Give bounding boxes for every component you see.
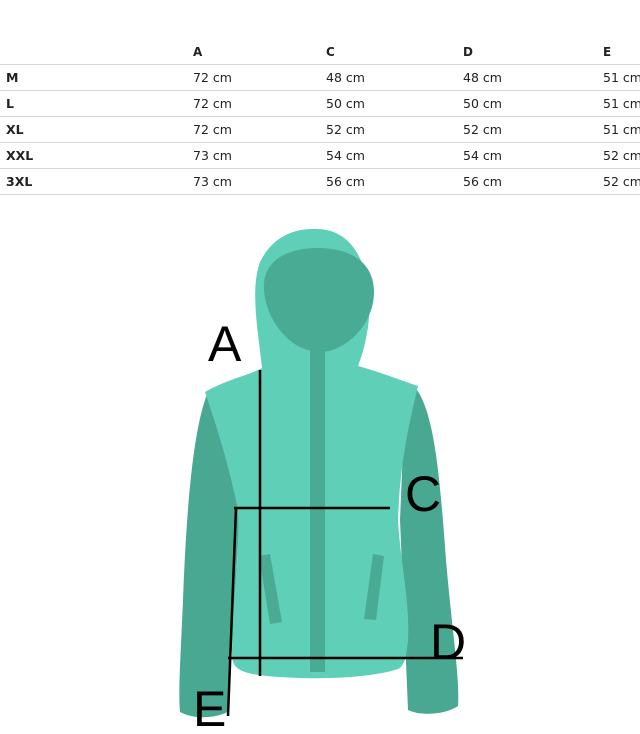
measurement-cell: 54 cm	[463, 142, 603, 169]
measurement-cell: 56 cm	[326, 168, 463, 195]
header-d: D	[463, 40, 603, 65]
measurement-cell: 54 cm	[326, 142, 463, 169]
left-pocket	[259, 554, 282, 624]
size-cell: L	[0, 90, 193, 117]
size-cell: XL	[0, 116, 193, 143]
measure-line-e	[226, 507, 238, 717]
table-row: XXL 73 cm 54 cm 54 cm 52 cm	[0, 142, 640, 169]
measurement-cell: 72 cm	[193, 90, 326, 117]
measurement-cell: 72 cm	[193, 64, 326, 91]
header-size	[0, 40, 193, 65]
measurement-cell: 73 cm	[193, 168, 326, 195]
label-c: C	[405, 466, 441, 522]
label-a: A	[208, 316, 242, 372]
label-e: E	[193, 681, 226, 734]
right-pocket	[364, 554, 384, 620]
left-sleeve	[179, 392, 240, 718]
measurement-cell: 52 cm	[603, 168, 640, 195]
measurement-cell: 50 cm	[463, 90, 603, 117]
hood-opening	[263, 248, 374, 352]
measurement-cell: 48 cm	[463, 64, 603, 91]
measurement-cell: 51 cm	[603, 64, 640, 91]
table-row: M 72 cm 48 cm 48 cm 51 cm	[0, 64, 640, 91]
header-c: C	[326, 40, 463, 65]
table-row: XL 72 cm 52 cm 52 cm 51 cm	[0, 116, 640, 143]
measurement-cell: 51 cm	[603, 116, 640, 143]
measurement-cell: 48 cm	[326, 64, 463, 91]
measurement-cell: 52 cm	[326, 116, 463, 143]
measurement-cell: 56 cm	[463, 168, 603, 195]
label-d: D	[430, 614, 466, 670]
zipper	[310, 340, 325, 672]
header-e: E	[603, 40, 640, 65]
measurement-cell: 52 cm	[603, 142, 640, 169]
header-a: A	[193, 40, 326, 65]
size-cell: XXL	[0, 142, 193, 169]
size-chart-table: A C D E M 72 cm 48 cm 48 cm 51 cm L 72 cm 50 cm…	[0, 40, 640, 195]
table-row: 3XL 73 cm 56 cm 56 cm 52 cm	[0, 168, 640, 195]
measurement-cell: 73 cm	[193, 142, 326, 169]
measurement-cell: 51 cm	[603, 90, 640, 117]
right-sleeve	[400, 386, 459, 714]
measurement-cell: 72 cm	[193, 116, 326, 143]
size-cell: 3XL	[0, 168, 193, 195]
measurement-cell: 52 cm	[463, 116, 603, 143]
measurement-cell: 50 cm	[326, 90, 463, 117]
table-header-row: A C D E	[0, 40, 640, 65]
table-row: L 72 cm 50 cm 50 cm 51 cm	[0, 90, 640, 117]
size-cell: M	[0, 64, 193, 91]
